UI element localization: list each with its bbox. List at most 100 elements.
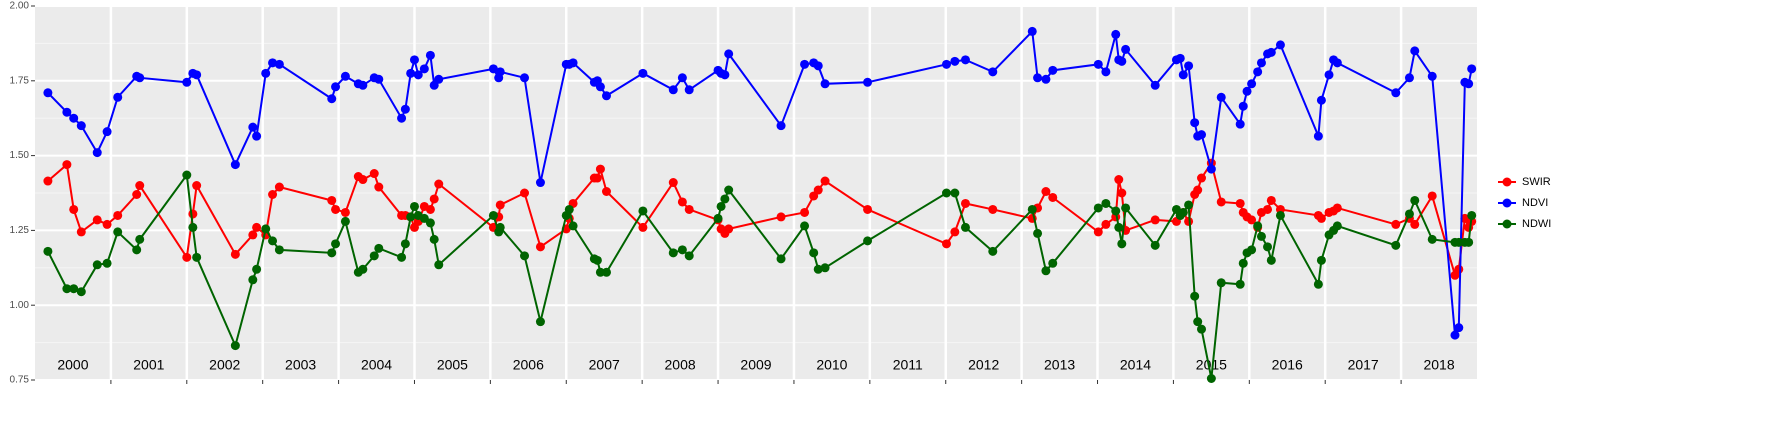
data-point: [1190, 291, 1200, 301]
data-point: [495, 67, 505, 77]
data-point: [941, 239, 951, 249]
data-point: [102, 258, 112, 268]
data-point: [92, 260, 102, 270]
year-label: 2017: [1348, 357, 1379, 373]
data-point: [720, 70, 730, 80]
data-point: [1404, 73, 1414, 83]
legend-label: NDWI: [1522, 218, 1551, 230]
data-point: [668, 178, 678, 188]
data-point: [248, 275, 258, 285]
data-point: [327, 94, 337, 104]
data-point: [1235, 279, 1245, 289]
data-point: [1216, 92, 1226, 102]
data-point: [535, 178, 545, 188]
year-label: 2016: [1272, 357, 1303, 373]
data-point: [592, 255, 602, 265]
data-point: [230, 341, 240, 351]
data-point: [327, 248, 337, 258]
data-point: [1324, 70, 1334, 80]
data-point: [800, 221, 810, 231]
year-label: 2014: [1120, 357, 1151, 373]
data-point: [535, 317, 545, 327]
data-point: [76, 287, 86, 297]
data-point: [261, 224, 271, 234]
data-point: [182, 170, 192, 180]
data-point: [1197, 324, 1207, 334]
year-label: 2013: [1044, 357, 1075, 373]
data-point: [1093, 59, 1103, 69]
data-point: [1253, 67, 1263, 77]
data-point: [1117, 188, 1127, 198]
data-point: [188, 222, 198, 232]
data-point: [1041, 187, 1051, 197]
data-point: [182, 77, 192, 87]
data-point: [102, 219, 112, 229]
data-point: [564, 204, 574, 214]
data-point: [340, 71, 350, 81]
data-point: [1101, 219, 1111, 229]
data-point: [724, 224, 734, 234]
data-point: [684, 204, 694, 214]
data-point: [132, 189, 142, 199]
data-point: [950, 188, 960, 198]
data-point: [820, 263, 830, 273]
data-point: [1242, 86, 1252, 96]
data-point: [1033, 73, 1043, 83]
data-point: [1117, 56, 1127, 66]
data-point: [1256, 58, 1266, 68]
legend-label: SWIR: [1522, 176, 1551, 188]
data-point: [495, 222, 505, 232]
data-point: [340, 207, 350, 217]
data-point: [1027, 204, 1037, 214]
data-point: [568, 221, 578, 231]
data-point: [1247, 215, 1257, 225]
year-label: 2003: [285, 357, 316, 373]
data-point: [192, 252, 202, 262]
data-point: [397, 113, 407, 123]
data-point: [1313, 279, 1323, 289]
y-tick-label: 1.75: [10, 75, 30, 86]
data-point: [268, 189, 278, 199]
data-point: [776, 212, 786, 222]
data-point: [1150, 240, 1160, 250]
data-point: [1190, 118, 1200, 128]
year-label: 2018: [1423, 357, 1454, 373]
year-label: 2004: [361, 357, 392, 373]
data-point: [1216, 197, 1226, 207]
data-point: [820, 79, 830, 89]
data-point: [62, 284, 72, 294]
data-point: [434, 260, 444, 270]
data-point: [1313, 131, 1323, 141]
data-point: [941, 59, 951, 69]
data-point: [400, 104, 410, 114]
data-point: [1184, 61, 1194, 71]
data-point: [1101, 67, 1111, 77]
data-point: [1391, 88, 1401, 98]
data-point: [406, 68, 416, 78]
data-point: [358, 80, 368, 90]
data-point: [406, 212, 416, 222]
data-point: [863, 204, 873, 214]
data-point: [409, 201, 419, 211]
data-point: [230, 249, 240, 259]
data-point: [568, 58, 578, 68]
data-point: [1256, 231, 1266, 241]
data-point: [601, 187, 611, 197]
data-point: [62, 107, 72, 117]
y-tick-label: 0.75: [10, 375, 30, 386]
year-label: 2002: [209, 357, 240, 373]
data-point: [960, 222, 970, 232]
data-point: [1253, 221, 1263, 231]
data-point: [331, 204, 341, 214]
data-point: [813, 264, 823, 274]
data-point: [677, 245, 687, 255]
data-point: [1247, 245, 1257, 255]
data-point: [92, 215, 102, 225]
data-point: [274, 245, 284, 255]
year-label: 2012: [968, 357, 999, 373]
data-point: [863, 236, 873, 246]
data-point: [1033, 228, 1043, 238]
year-label: 2015: [1196, 357, 1227, 373]
data-point: [1178, 207, 1188, 217]
y-tick-label: 1.50: [10, 150, 30, 161]
